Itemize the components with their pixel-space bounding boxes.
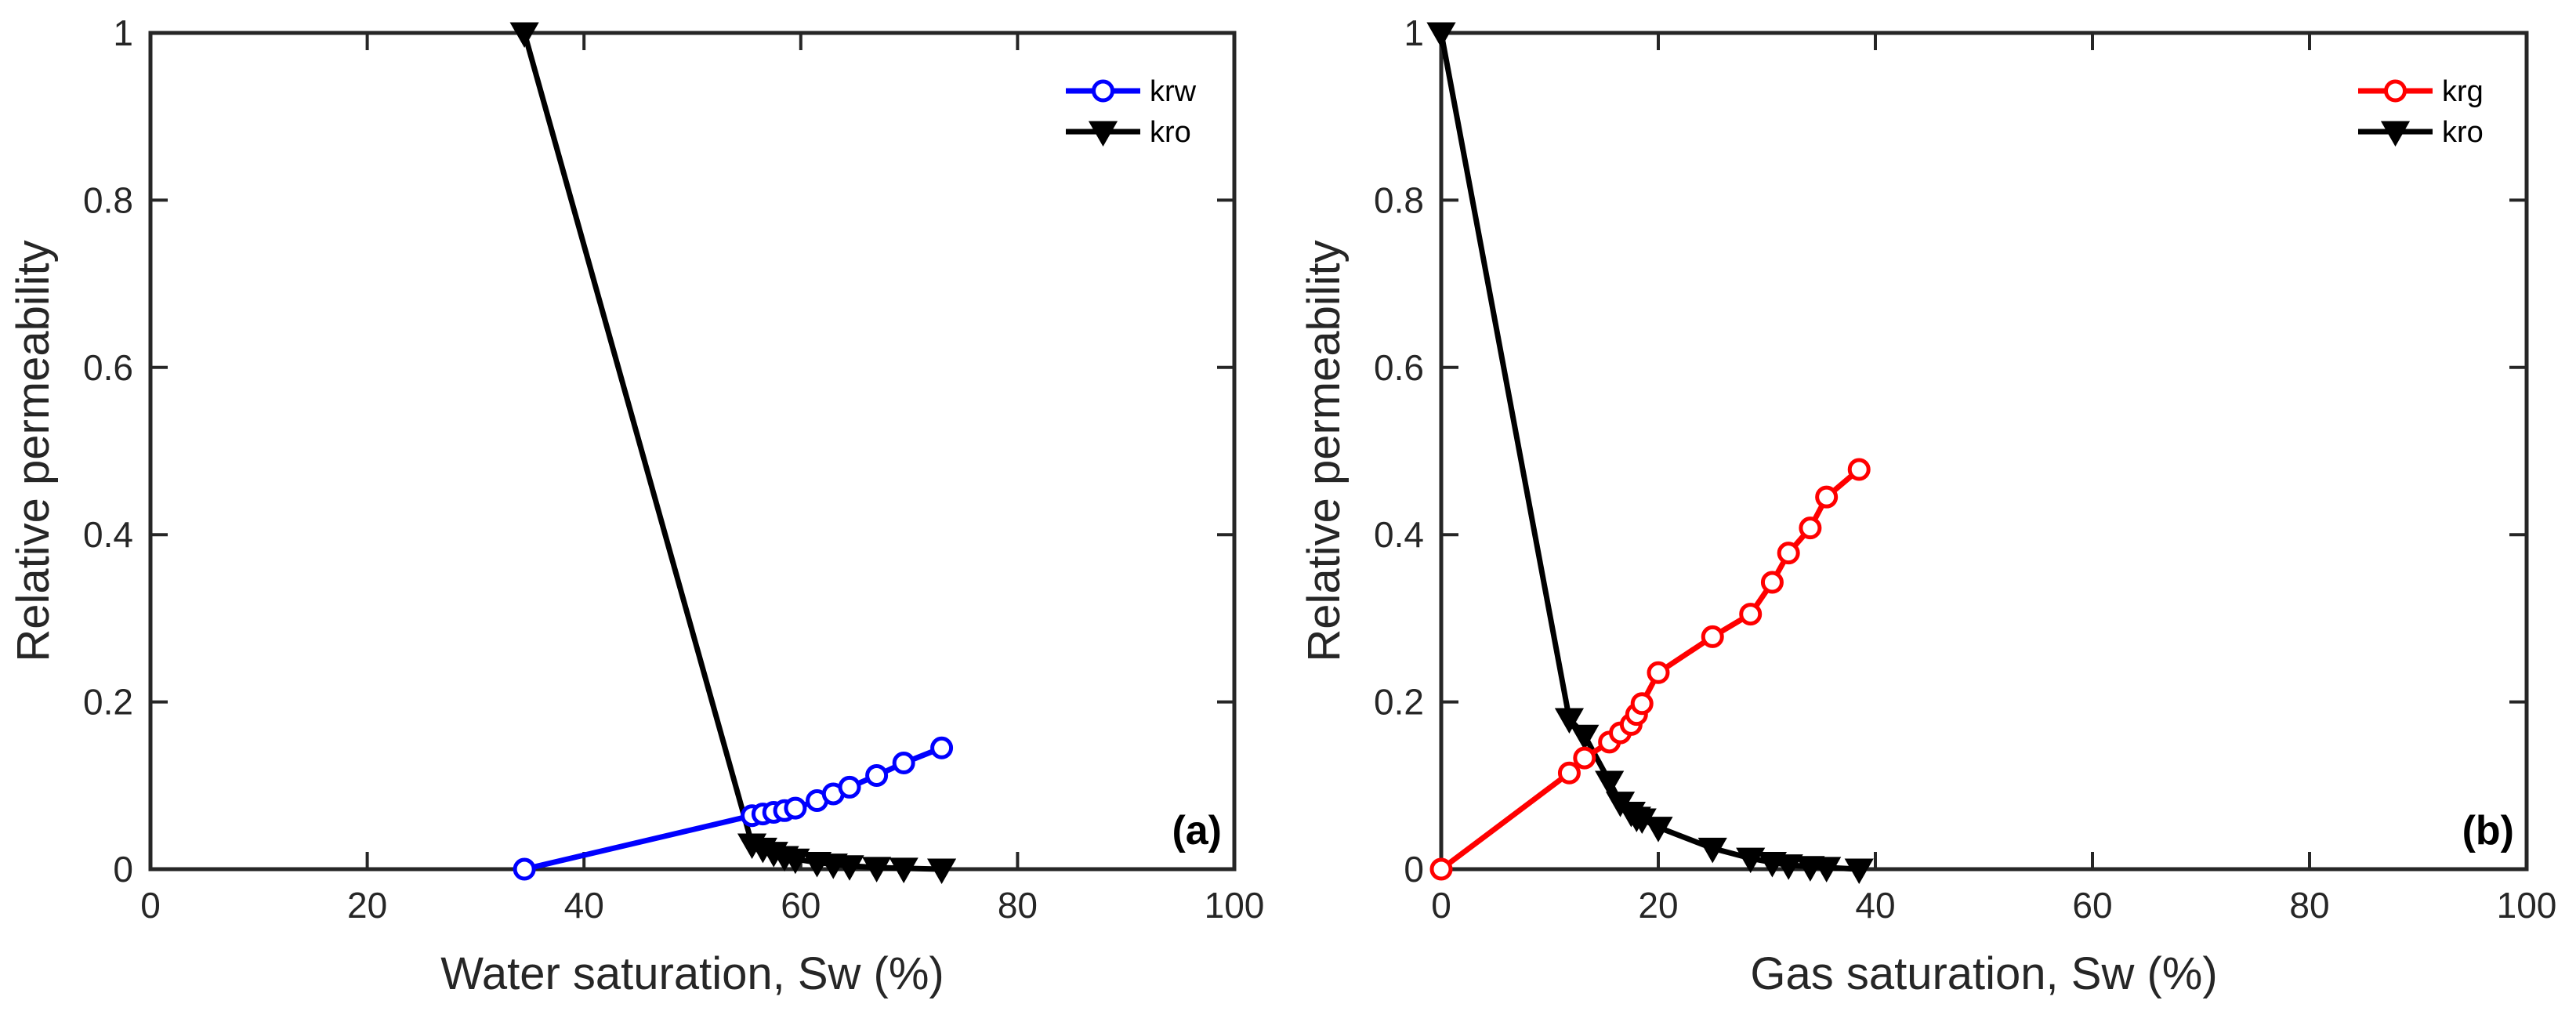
- data-point-krg: [1760, 571, 1784, 594]
- x-tick-label: 40: [1855, 885, 1895, 926]
- legend: krw kro: [1066, 75, 1197, 149]
- data-point-kro: [835, 855, 864, 881]
- data-point-krg: [1777, 542, 1800, 565]
- data-point-kro: [1554, 708, 1585, 734]
- y-tick-label: 0.2: [1374, 682, 1424, 723]
- data-point-kro: [1812, 857, 1842, 882]
- data-point-krg: [1739, 603, 1763, 626]
- x-tick-label: 0: [140, 885, 161, 926]
- chart-panel-a: 0 20 40 60 80 100 0 0.2 0.4 0.6 0.8 1 Water saturati…: [8, 13, 1264, 999]
- data-point-kro: [781, 848, 810, 875]
- data-point-krw: [930, 736, 954, 759]
- y-tick-label: 1: [1404, 13, 1424, 53]
- data-point-kro: [1844, 858, 1874, 885]
- data-point-kro: [927, 858, 957, 885]
- y-tick-label: 0.6: [83, 347, 133, 388]
- data-point-krw: [892, 751, 915, 774]
- x-tick-label: 20: [1638, 885, 1678, 926]
- data-point-kro: [889, 857, 918, 883]
- legend-label-kro: kro: [1150, 116, 1191, 149]
- y-tick-label: 0.6: [1374, 347, 1424, 388]
- legend-marker-krg: [2384, 79, 2407, 103]
- series-line-krg: [1439, 467, 1861, 872]
- series-kro: [509, 22, 957, 885]
- y-axis-label: Relative permeability: [1299, 240, 1350, 661]
- legend-label-krg: krg: [2442, 75, 2484, 108]
- legend: krg kro: [2358, 75, 2484, 149]
- legend-label-krw: krw: [1150, 75, 1197, 108]
- series-krw: [513, 736, 954, 881]
- plot-area-frame: [1439, 31, 2529, 872]
- data-point-kro: [862, 857, 892, 882]
- legend-marker-kro: [1088, 121, 1118, 147]
- x-axis-label: Gas saturation, Sw (%): [1750, 948, 2217, 999]
- y-tick-label: 0: [1404, 849, 1424, 890]
- data-point-kro: [1736, 847, 1766, 874]
- x-tick-label: 40: [564, 885, 604, 926]
- y-tick-label: 0: [113, 849, 133, 890]
- data-point-kro: [1773, 854, 1803, 880]
- x-tick-label: 100: [2497, 885, 2557, 926]
- data-point-krw: [513, 857, 536, 881]
- y-tick-label: 1: [113, 13, 133, 53]
- data-point-krg: [1573, 746, 1596, 770]
- x-tick-label: 0: [1431, 885, 1451, 926]
- data-point-krg: [1429, 857, 1453, 881]
- y-tick-label: 0.4: [83, 514, 133, 555]
- y-tick-label: 0.8: [83, 179, 133, 220]
- data-point-krg: [1701, 625, 1724, 648]
- data-point-krg: [1647, 661, 1670, 684]
- x-tick-label: 80: [2289, 885, 2329, 926]
- x-tick-label: 20: [347, 885, 387, 926]
- data-point-krw: [838, 775, 861, 799]
- x-tick-label: 60: [781, 885, 821, 926]
- data-point-kro: [1643, 817, 1673, 843]
- y-tick-label: 0.4: [1374, 514, 1424, 555]
- panel-label: (a): [1172, 808, 1222, 853]
- data-point-kro: [509, 22, 539, 49]
- data-point-krg: [1799, 516, 1822, 540]
- y-axis-label: Relative permeability: [8, 240, 59, 661]
- data-point-krg: [1815, 485, 1839, 509]
- panel-label: (b): [2462, 808, 2514, 853]
- y-tick-label: 0.2: [83, 682, 133, 723]
- data-point-kro: [1697, 837, 1727, 864]
- chart-panel-b: 0 20 40 60 80 100 0 0.2 0.4 0.6 0.8 1 Gas saturation…: [1299, 13, 2556, 999]
- data-point-kro: [1426, 22, 1456, 49]
- x-tick-label: 80: [998, 885, 1038, 926]
- data-point-krg: [1630, 692, 1654, 716]
- x-tick-label: 100: [1205, 885, 1265, 926]
- legend-label-kro: kro: [2442, 116, 2484, 149]
- legend-marker-kro: [2380, 121, 2411, 147]
- series-line-kro: [521, 32, 942, 872]
- series-line-kro: [1438, 32, 1860, 872]
- data-point-krg: [1557, 761, 1581, 785]
- data-point-krw: [865, 763, 889, 787]
- legend-marker-krw: [1092, 79, 1114, 103]
- y-tick-label: 0.8: [1374, 179, 1424, 220]
- data-point-kro: [1595, 770, 1625, 796]
- series-krg: [1429, 458, 1871, 881]
- data-point-kro: [1570, 724, 1600, 751]
- data-point-krg: [1847, 458, 1871, 481]
- data-point-krw: [784, 796, 807, 820]
- series-kro: [1426, 22, 1874, 885]
- x-axis-label: Water saturation, Sw (%): [440, 948, 944, 999]
- plot-area-frame: [148, 31, 1237, 872]
- x-tick-label: 60: [2072, 885, 2112, 926]
